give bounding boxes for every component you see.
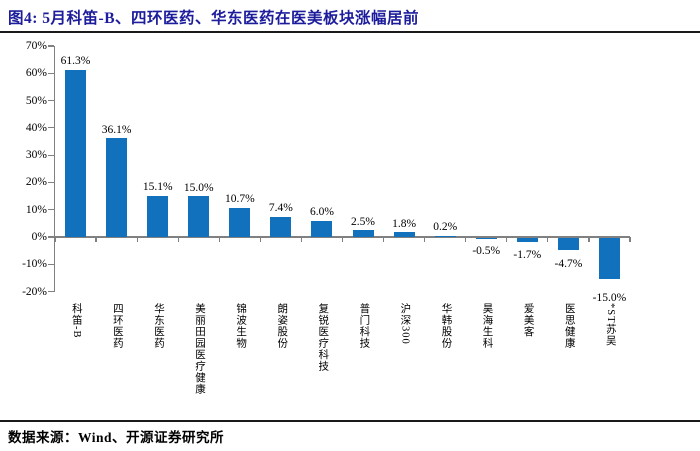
bar [434, 235, 456, 237]
bar-value-label: 6.0% [309, 206, 334, 219]
bar [516, 237, 538, 243]
category-label: 华东医药 [152, 303, 164, 349]
category-label: 普门科技 [358, 303, 370, 349]
x-axis-tick [465, 236, 467, 242]
bar [311, 220, 333, 237]
category-label: 医思健康 [563, 303, 575, 349]
bar-value-label: -4.7% [554, 258, 583, 271]
bar-value-label: 10.7% [224, 193, 255, 206]
y-axis-tick [48, 209, 54, 211]
y-axis-tick [48, 263, 54, 265]
y-axis-tick [48, 290, 54, 293]
category-label: 科笛-B [70, 303, 82, 339]
bar-value-label: 15.0% [183, 181, 214, 194]
bar-value-label: 1.8% [392, 217, 417, 230]
x-axis-line [53, 236, 630, 238]
y-axis-tick [48, 99, 54, 102]
bar [557, 237, 579, 251]
y-axis-tick-label: -10% [22, 258, 47, 271]
category-label: 复锐医疗科技 [317, 303, 329, 372]
x-axis-tick [341, 236, 344, 242]
bar-value-label: 7.4% [268, 202, 293, 215]
bar [147, 195, 169, 237]
bar-value-label: -1.7% [513, 248, 542, 261]
x-axis-tick [300, 236, 303, 242]
x-axis-tick [547, 236, 549, 242]
bar [475, 237, 497, 239]
y-axis-line [53, 46, 55, 292]
bar-value-label: -15.0% [592, 292, 627, 305]
x-axis-tick [95, 236, 97, 242]
category-label: 华韩股份 [440, 303, 452, 349]
category-label: 锦波生物 [235, 303, 247, 349]
x-axis-tick [177, 236, 179, 242]
x-axis-tick [218, 236, 220, 242]
y-axis-tick [48, 127, 54, 129]
title-divider [0, 31, 700, 33]
x-axis-tick [136, 236, 138, 242]
y-axis-tick-label: 30% [25, 149, 47, 162]
bar-value-label: 15.1% [142, 181, 173, 194]
bar [352, 230, 374, 237]
bar [393, 232, 415, 237]
y-axis-tick-label: 50% [25, 94, 47, 107]
y-axis-tick-label: 70% [25, 40, 47, 52]
y-axis-tick-label: 60% [25, 67, 47, 80]
source-note: 数据来源：Wind、开源证券研究所 [8, 430, 225, 445]
x-axis-tick [54, 236, 56, 242]
y-axis-tick [48, 236, 54, 238]
x-axis-tick [588, 236, 590, 242]
category-label: 美丽田园医疗健康 [194, 303, 206, 395]
y-axis-tick [48, 181, 54, 183]
x-axis-tick [382, 236, 385, 242]
y-axis-tick-label: 40% [25, 121, 47, 134]
y-axis-tick-label: 0% [31, 230, 47, 243]
x-axis-tick [506, 236, 508, 242]
bar-value-label: 2.5% [351, 215, 376, 228]
y-axis-tick-label: -20% [22, 285, 47, 298]
y-axis-tick-label: 20% [25, 176, 47, 189]
bar-value-label: 36.1% [101, 123, 132, 136]
x-axis-tick [424, 236, 426, 242]
bar [188, 196, 210, 237]
category-label: 昊海生科 [481, 303, 493, 349]
category-label: 爱美客 [522, 303, 534, 338]
category-label: 朗姿股份 [276, 303, 288, 349]
bar [598, 237, 620, 279]
bar [270, 216, 292, 237]
bar [65, 69, 87, 237]
y-axis-tick [48, 154, 54, 156]
bar [229, 207, 251, 237]
bar-value-label: 61.3% [60, 55, 91, 68]
y-axis-tick [48, 72, 54, 74]
bar [106, 138, 128, 237]
y-axis-tick-label: 10% [25, 203, 47, 216]
bar-value-label: -0.5% [472, 244, 501, 257]
category-label: 沪深300 [399, 303, 411, 345]
figure-title: 图4: 5月科笛-B、四环医药、华东医药在医美板块涨幅居前 [8, 10, 420, 27]
category-label: 四环医药 [111, 303, 123, 349]
category-label: *ST苏吴 [604, 303, 616, 347]
x-axis-tick [629, 236, 631, 242]
footer-divider [0, 420, 700, 422]
bar-value-label: 0.2% [433, 221, 458, 234]
x-axis-tick [259, 236, 261, 242]
y-axis-tick [48, 45, 54, 47]
bar-chart: 70% 60% 50% 40% 30% 20% 10% 0% -10% -20% 61.3% 科笛-B… [22, 40, 631, 395]
